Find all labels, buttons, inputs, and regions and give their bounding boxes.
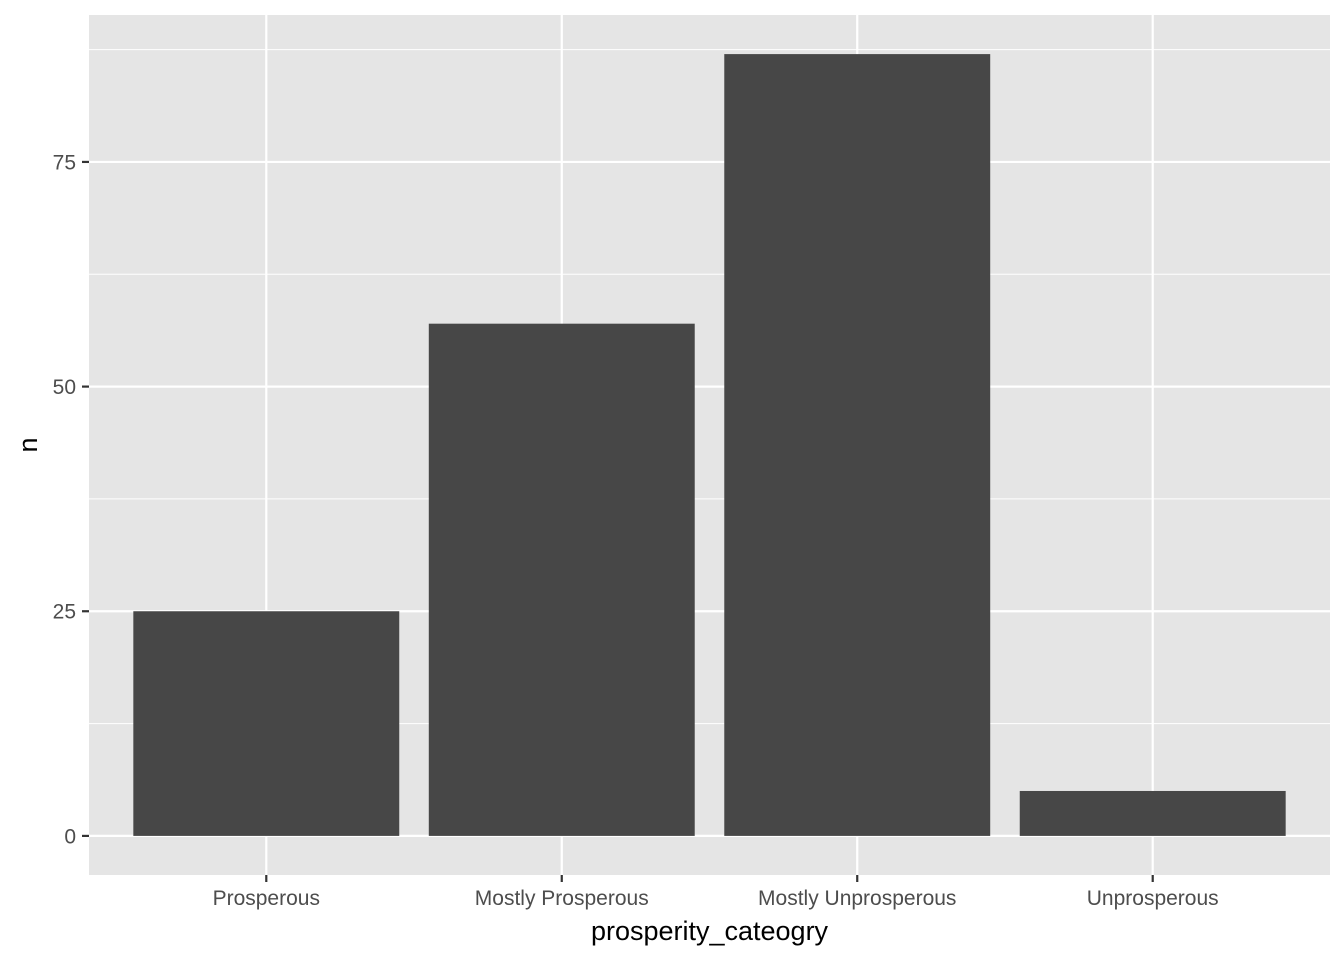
- x-tick-label: Mostly Unprosperous: [758, 887, 956, 910]
- bar: [1019, 790, 1286, 836]
- x-tick-label: Unprosperous: [1087, 887, 1219, 910]
- y-tick-label: 50: [53, 376, 76, 399]
- y-tick-label: 75: [53, 151, 76, 174]
- bars: [133, 54, 1286, 836]
- y-tick-label: 25: [53, 601, 76, 624]
- y-tick-label: 0: [64, 825, 76, 848]
- bar: [133, 611, 400, 836]
- bar: [428, 323, 695, 836]
- x-tick-label: Mostly Prosperous: [475, 887, 649, 910]
- x-axis: Prosperous Mostly Prosperous Mostly Unpros…: [213, 875, 1219, 910]
- y-axis-title: n: [13, 437, 43, 452]
- bar: [724, 54, 991, 836]
- x-tick-label: Prosperous: [213, 887, 320, 910]
- y-axis: 0 25 50 75: [53, 151, 89, 848]
- x-axis-title: prosperity_cateogry: [591, 916, 829, 946]
